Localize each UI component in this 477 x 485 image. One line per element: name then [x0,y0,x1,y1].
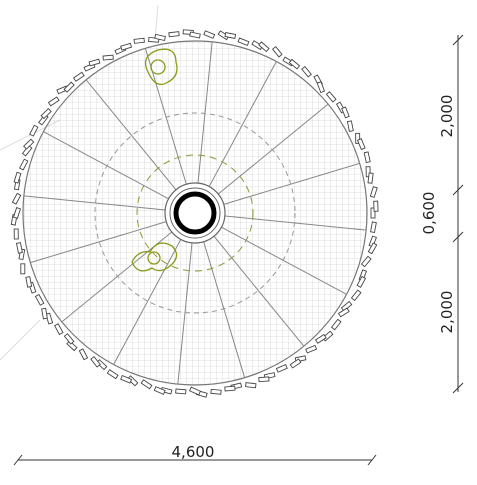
radial-line [224,215,367,231]
chair [29,124,39,137]
chair [21,144,33,157]
chair [245,382,257,389]
chair [153,386,166,395]
chair [106,369,119,380]
radial-line [217,103,329,195]
chair [363,151,371,164]
chair [168,31,180,38]
chair [133,37,145,44]
chair [154,33,166,42]
chair [19,158,29,171]
chair [356,138,366,151]
chair [289,358,302,369]
inner-ring [94,112,296,314]
chair [271,46,283,58]
figures [131,48,178,272]
chair [301,65,312,78]
chair [120,42,133,51]
column [173,191,217,235]
chair [34,293,45,306]
chair [210,388,222,395]
chair [140,379,153,390]
chair [20,263,26,275]
chair [370,207,376,219]
chair [88,58,101,67]
chair [224,385,236,392]
chair [63,81,75,93]
chair [340,300,353,312]
chair [15,242,23,254]
chair [305,344,318,354]
chair [40,107,52,120]
radial-line [177,242,193,385]
chair [346,120,354,132]
chair [360,255,372,268]
chair [288,58,301,70]
chair [13,171,22,184]
chair [12,207,22,219]
chair [203,30,216,39]
chair [224,32,237,39]
chair [47,96,60,107]
radial-line [43,131,169,200]
chair [337,307,350,318]
chair [316,81,326,94]
chairs [10,29,379,398]
chair [275,363,288,373]
chair [11,192,22,205]
chair [370,221,377,234]
lower-label: 2,000 [438,291,456,334]
chair [367,172,374,184]
radial-line [113,239,182,365]
chair [367,242,378,255]
chair [66,340,78,352]
radial-line [30,221,167,264]
chair [373,200,379,212]
center-label: 0,600 [420,192,438,235]
chair [356,275,367,288]
chair [90,356,101,368]
chair [41,307,48,320]
chair [341,106,350,119]
radial-line [197,41,213,184]
chair [13,228,19,240]
radial-line [85,79,177,191]
chair [330,318,342,331]
radial-line [213,235,305,347]
chair [102,54,114,61]
radial-lines [23,41,367,385]
chair [325,91,337,103]
chair [369,186,378,198]
chair [25,276,33,288]
chair [72,71,85,82]
radial-line [208,61,277,187]
chair [258,41,270,53]
core-ring-inner [169,187,221,239]
chair [189,31,201,39]
inner-ring-green [136,154,254,272]
radial-line [203,241,246,378]
chair [314,333,327,344]
chair [45,312,54,325]
chair [120,374,133,384]
chair [258,376,270,383]
chair [63,333,75,345]
chair [237,37,250,47]
chair [54,323,64,336]
radial-line [223,162,360,205]
upper-label: 2,000 [438,95,456,138]
radial-line [23,195,166,211]
chair [217,30,230,41]
chair [189,386,201,396]
dimension-lines [13,34,464,466]
chair [23,138,35,150]
chair [175,388,187,395]
chair [78,348,89,361]
radial-line [221,226,347,295]
chair [350,289,362,302]
width-label: 4,600 [172,443,215,461]
